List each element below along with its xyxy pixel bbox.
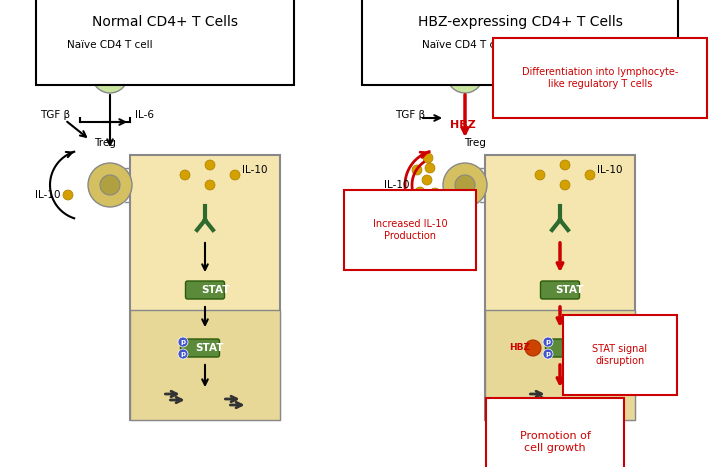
Circle shape: [178, 349, 188, 359]
Circle shape: [422, 175, 432, 185]
Text: STAT: STAT: [196, 343, 224, 353]
Text: Treg: Treg: [94, 138, 116, 148]
Circle shape: [447, 57, 483, 93]
Text: Treg: Treg: [464, 138, 486, 148]
Circle shape: [535, 170, 545, 180]
Text: HBZ: HBZ: [450, 120, 476, 130]
Text: IL-6: IL-6: [135, 110, 155, 120]
Circle shape: [412, 165, 422, 175]
Circle shape: [415, 187, 425, 197]
Circle shape: [430, 188, 440, 198]
Circle shape: [543, 337, 553, 347]
Circle shape: [525, 340, 541, 356]
Text: IL-10: IL-10: [598, 165, 623, 175]
FancyBboxPatch shape: [186, 281, 225, 299]
Circle shape: [455, 175, 475, 195]
Text: p: p: [181, 351, 186, 357]
Circle shape: [100, 175, 120, 195]
Text: Increased IL-10
Production: Increased IL-10 Production: [373, 219, 447, 241]
Text: HBZ-expressing CD4+ T Cells: HBZ-expressing CD4+ T Cells: [418, 15, 622, 29]
Text: TGF β: TGF β: [395, 110, 425, 120]
Circle shape: [560, 180, 570, 190]
FancyBboxPatch shape: [130, 155, 280, 420]
FancyBboxPatch shape: [130, 310, 280, 420]
Text: p: p: [546, 351, 551, 357]
Text: IL-10: IL-10: [35, 190, 60, 200]
Text: IL-10: IL-10: [384, 180, 410, 190]
Circle shape: [457, 67, 473, 83]
Text: Naïve CD4 T cell: Naïve CD4 T cell: [67, 40, 153, 50]
Circle shape: [423, 153, 433, 163]
Circle shape: [63, 190, 73, 200]
Circle shape: [102, 67, 118, 83]
FancyBboxPatch shape: [181, 339, 220, 357]
Circle shape: [205, 160, 215, 170]
Circle shape: [560, 160, 570, 170]
Text: STAT: STAT: [201, 285, 229, 295]
Text: Differentiation into lymphocyte-
like regulatory T cells: Differentiation into lymphocyte- like re…: [522, 67, 678, 89]
Text: STAT: STAT: [561, 343, 589, 353]
Text: Promotion of
cell growth: Promotion of cell growth: [520, 431, 590, 453]
Circle shape: [443, 163, 487, 207]
Text: STAT: STAT: [556, 285, 584, 295]
Text: STAT signal
disruption: STAT signal disruption: [593, 344, 647, 366]
Circle shape: [205, 180, 215, 190]
Circle shape: [585, 170, 595, 180]
FancyBboxPatch shape: [541, 281, 580, 299]
Text: IL-10: IL-10: [242, 165, 268, 175]
Circle shape: [178, 337, 188, 347]
Circle shape: [543, 349, 553, 359]
Text: p: p: [546, 339, 551, 345]
Circle shape: [180, 170, 190, 180]
FancyBboxPatch shape: [485, 155, 635, 420]
Circle shape: [230, 170, 240, 180]
Circle shape: [88, 163, 132, 207]
Circle shape: [425, 163, 435, 173]
Text: Naïve CD4 T cell: Naïve CD4 T cell: [422, 40, 508, 50]
FancyBboxPatch shape: [546, 339, 585, 357]
Text: Normal CD4+ T Cells: Normal CD4+ T Cells: [92, 15, 238, 29]
FancyBboxPatch shape: [485, 310, 635, 420]
Text: TGF β: TGF β: [40, 110, 70, 120]
Text: p: p: [181, 339, 186, 345]
Text: HBZ: HBZ: [510, 344, 531, 353]
Circle shape: [92, 57, 128, 93]
